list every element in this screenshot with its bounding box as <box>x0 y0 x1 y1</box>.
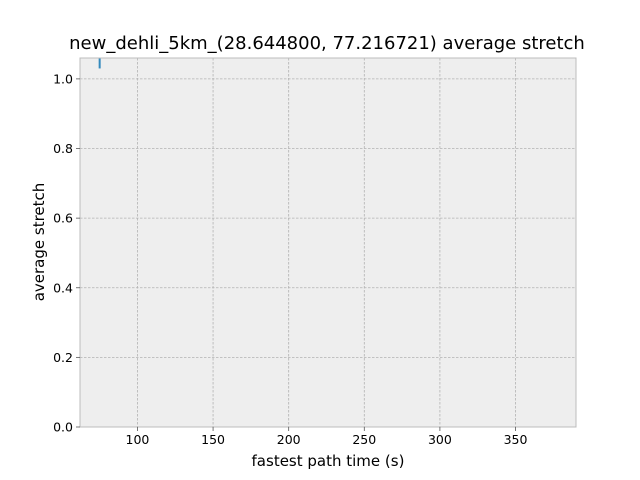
y-axis: 0.0 0.2 0.4 0.6 0.8 1.0 <box>53 71 80 435</box>
x-tick-label: 200 <box>277 432 301 447</box>
y-tick-label: 0.4 <box>53 280 73 295</box>
x-tick-label: 250 <box>352 432 376 447</box>
x-tick-label: 350 <box>504 432 528 447</box>
plot-frame <box>79 57 577 428</box>
x-tick-label: 300 <box>428 432 452 447</box>
x-tick-label: 100 <box>126 432 150 447</box>
y-tick-label: 0.6 <box>53 211 73 226</box>
x-axis: 100 150 200 250 300 350 <box>126 427 528 447</box>
plot-area <box>80 58 576 427</box>
y-tick-label: 1.0 <box>53 71 73 86</box>
y-tick-label: 0.8 <box>53 141 73 156</box>
x-axis-label: fastest path time (s) <box>252 452 405 470</box>
y-axis-label: average stretch <box>30 183 48 302</box>
y-tick-label: 0.2 <box>53 350 73 365</box>
x-tick-label: 150 <box>201 432 225 447</box>
y-tick-label: 0.0 <box>53 420 73 435</box>
chart-title: new_dehli_5km_(28.644800, 77.216721) ave… <box>69 33 585 54</box>
